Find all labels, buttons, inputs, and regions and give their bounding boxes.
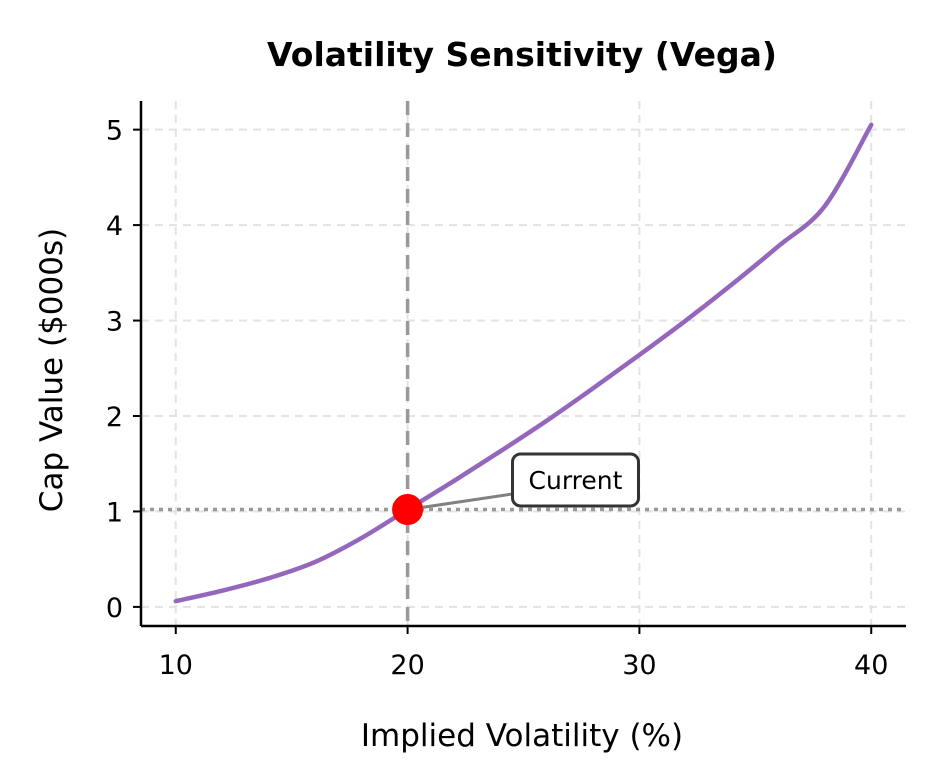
annotation-box (511, 452, 640, 508)
series-line (173, 122, 874, 604)
reference-lines (141, 101, 906, 626)
x-axis-label: Implied Volatility (%) (361, 718, 683, 754)
y-tick-label: 0 (106, 593, 123, 624)
axes (139, 101, 906, 628)
x-tick-label: 10 (159, 650, 193, 681)
x-tick-label: 20 (390, 650, 424, 681)
chart-title: Volatility Sensitivity (Vega) (267, 35, 777, 74)
series-layer (173, 122, 874, 604)
annotation-text: Current (529, 466, 623, 495)
y-tick-label: 2 (106, 402, 123, 433)
x-tick-label: 30 (622, 650, 656, 681)
grid (141, 101, 906, 626)
y-tick-label: 4 (106, 211, 123, 242)
y-tick-label: 1 (106, 497, 123, 528)
ticks: 10 20 30 40 0 1 2 3 4 5 (106, 116, 889, 681)
annotation-arrow (421, 492, 513, 510)
current-point-marker (392, 494, 424, 526)
y-axis-label: Cap Value ($000s) (34, 228, 70, 512)
annotation-layer: Current (392, 452, 640, 526)
x-tick-label: 40 (854, 650, 888, 681)
y-tick-label: 5 (106, 116, 123, 147)
y-tick-label: 3 (106, 307, 123, 338)
